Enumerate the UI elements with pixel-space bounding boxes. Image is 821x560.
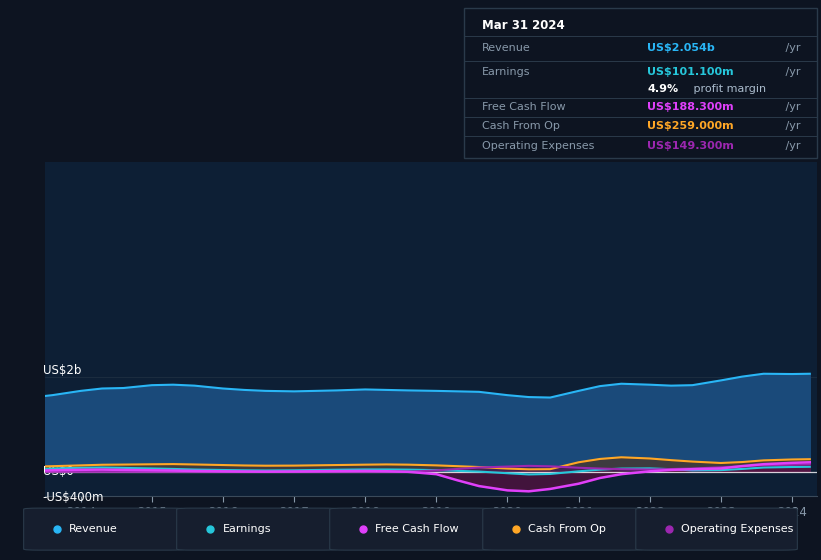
Text: Earnings: Earnings [481, 67, 530, 77]
Text: US$149.300m: US$149.300m [648, 141, 734, 151]
Text: Operating Expenses: Operating Expenses [481, 141, 594, 151]
Text: Operating Expenses: Operating Expenses [681, 524, 794, 534]
Text: Earnings: Earnings [222, 524, 271, 534]
Text: 4.9%: 4.9% [648, 84, 679, 94]
Text: Revenue: Revenue [69, 524, 118, 534]
Text: /yr: /yr [782, 67, 800, 77]
Text: Cash From Op: Cash From Op [529, 524, 607, 534]
Text: /yr: /yr [782, 43, 800, 53]
Text: US$2b: US$2b [43, 363, 81, 377]
FancyBboxPatch shape [177, 508, 338, 550]
Text: US$0: US$0 [43, 465, 74, 478]
Text: Cash From Op: Cash From Op [481, 122, 559, 132]
FancyBboxPatch shape [24, 508, 186, 550]
Text: Free Cash Flow: Free Cash Flow [375, 524, 459, 534]
Text: Mar 31 2024: Mar 31 2024 [481, 20, 564, 32]
Text: -US$400m: -US$400m [43, 491, 104, 504]
Text: Revenue: Revenue [481, 43, 530, 53]
Text: profit margin: profit margin [690, 84, 766, 94]
Text: /yr: /yr [782, 141, 800, 151]
FancyBboxPatch shape [330, 508, 491, 550]
FancyBboxPatch shape [635, 508, 797, 550]
FancyBboxPatch shape [483, 508, 644, 550]
Text: Free Cash Flow: Free Cash Flow [481, 102, 565, 112]
Text: /yr: /yr [782, 102, 800, 112]
Text: US$2.054b: US$2.054b [648, 43, 715, 53]
Text: US$259.000m: US$259.000m [648, 122, 734, 132]
Text: US$101.100m: US$101.100m [648, 67, 734, 77]
Text: US$188.300m: US$188.300m [648, 102, 734, 112]
Text: /yr: /yr [782, 122, 800, 132]
